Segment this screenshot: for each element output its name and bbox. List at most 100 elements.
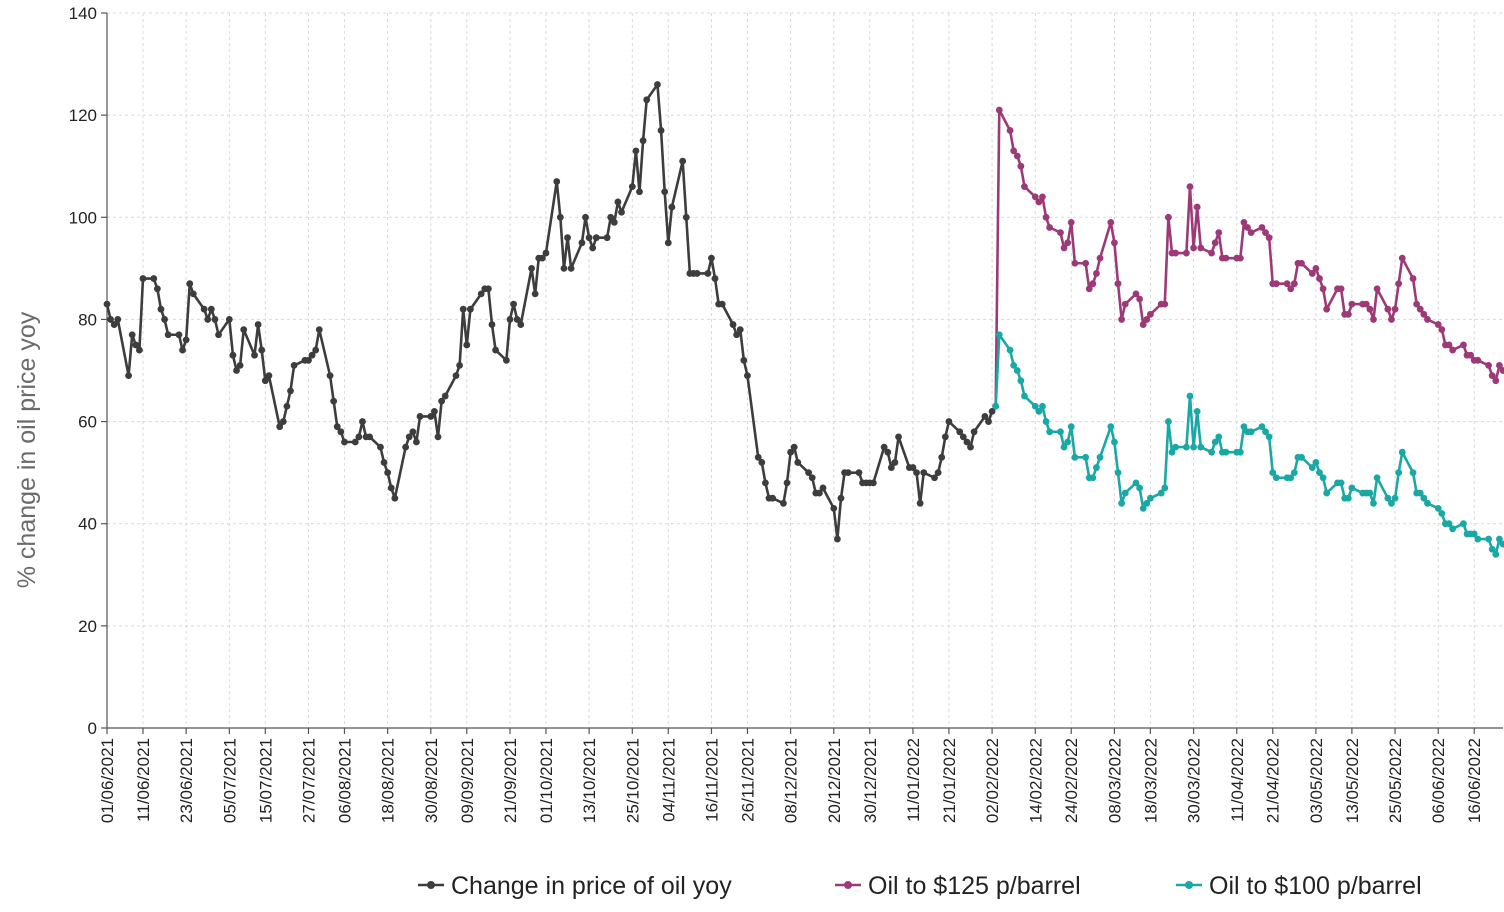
data-point bbox=[610, 218, 618, 226]
data-point bbox=[1006, 346, 1014, 354]
data-point bbox=[837, 494, 845, 502]
data-point bbox=[1247, 428, 1255, 436]
data-point bbox=[1413, 300, 1421, 308]
data-point bbox=[380, 459, 388, 466]
data-point bbox=[1046, 428, 1054, 436]
data-point bbox=[265, 372, 273, 380]
data-point bbox=[135, 346, 143, 354]
data-point bbox=[887, 464, 895, 471]
data-point bbox=[1370, 499, 1377, 507]
x-tick-label: 13/05/2022 bbox=[1343, 738, 1362, 823]
data-point bbox=[1139, 504, 1147, 512]
data-point bbox=[1031, 193, 1039, 201]
data-point bbox=[1157, 489, 1165, 497]
data-point bbox=[607, 213, 615, 221]
data-point bbox=[517, 321, 525, 328]
data-point bbox=[1067, 218, 1075, 226]
data-point bbox=[1236, 254, 1244, 262]
data-point bbox=[290, 361, 298, 369]
data-point bbox=[1118, 316, 1126, 323]
data-point bbox=[1308, 270, 1316, 277]
data-point bbox=[405, 433, 413, 441]
data-point bbox=[207, 305, 215, 313]
data-point bbox=[1247, 229, 1255, 237]
data-point bbox=[513, 316, 521, 323]
data-point bbox=[1082, 259, 1090, 267]
data-point bbox=[1290, 280, 1298, 288]
data-point bbox=[711, 275, 719, 282]
data-point bbox=[1082, 453, 1090, 461]
data-point bbox=[1182, 443, 1190, 451]
data-point bbox=[1035, 198, 1043, 206]
data-point bbox=[1168, 448, 1176, 456]
x-tick-label: 16/06/2022 bbox=[1465, 738, 1484, 823]
legend-label: Oil to $125 p/barrel bbox=[868, 872, 1081, 900]
data-point bbox=[679, 157, 687, 165]
data-point bbox=[1093, 270, 1100, 277]
data-point bbox=[1323, 305, 1331, 313]
data-point bbox=[1046, 224, 1054, 231]
data-point bbox=[1111, 438, 1118, 446]
data-point bbox=[664, 239, 672, 247]
data-point bbox=[1222, 448, 1230, 456]
data-point bbox=[567, 264, 575, 272]
data-point bbox=[413, 438, 420, 446]
data-point bbox=[1449, 525, 1457, 533]
x-tick-label: 11/06/2021 bbox=[134, 738, 153, 822]
data-point bbox=[139, 275, 147, 282]
data-point bbox=[1258, 224, 1266, 231]
data-point bbox=[582, 213, 589, 221]
data-point bbox=[891, 459, 899, 466]
data-point bbox=[1391, 494, 1399, 502]
data-point bbox=[283, 402, 291, 410]
data-point bbox=[1287, 285, 1295, 293]
x-tick-label: 30/12/2021 bbox=[861, 738, 880, 823]
data-point bbox=[1208, 448, 1215, 456]
legend-label: Oil to $100 p/barrel bbox=[1209, 872, 1422, 900]
y-tick-label: 80 bbox=[78, 310, 97, 329]
data-point bbox=[1031, 402, 1039, 410]
data-point bbox=[1121, 489, 1129, 497]
legend-marker bbox=[1185, 881, 1193, 889]
data-point bbox=[1492, 377, 1500, 385]
data-point bbox=[815, 489, 823, 497]
data-point bbox=[114, 316, 122, 323]
data-point bbox=[215, 331, 222, 339]
data-point bbox=[708, 254, 715, 262]
data-point bbox=[1395, 469, 1403, 477]
data-point bbox=[510, 300, 517, 308]
data-point bbox=[668, 203, 676, 211]
data-point bbox=[869, 479, 877, 487]
data-point bbox=[1118, 499, 1126, 507]
data-point bbox=[1215, 229, 1223, 237]
data-point bbox=[1434, 504, 1442, 512]
data-point bbox=[1319, 285, 1327, 293]
series-line bbox=[105, 83, 997, 541]
x-tick-label: 08/03/2022 bbox=[1105, 738, 1124, 823]
data-point bbox=[1298, 453, 1305, 461]
data-point bbox=[1211, 239, 1219, 247]
data-point bbox=[661, 188, 669, 196]
data-point bbox=[1060, 244, 1068, 252]
data-point bbox=[531, 290, 539, 298]
data-point bbox=[1290, 469, 1298, 477]
data-point bbox=[1186, 392, 1194, 400]
data-point bbox=[1013, 152, 1021, 160]
data-point bbox=[1089, 474, 1097, 482]
data-point bbox=[754, 453, 762, 461]
data-point bbox=[628, 183, 636, 191]
data-point bbox=[1424, 499, 1431, 507]
data-point bbox=[758, 459, 766, 466]
data-point bbox=[1265, 234, 1273, 242]
data-point bbox=[959, 433, 967, 441]
data-point bbox=[1319, 474, 1327, 482]
data-point bbox=[359, 418, 366, 425]
data-point bbox=[693, 270, 701, 277]
data-point bbox=[186, 280, 194, 288]
data-point bbox=[211, 316, 219, 323]
data-point bbox=[157, 305, 165, 313]
data-point bbox=[1240, 218, 1248, 226]
data-point bbox=[931, 474, 938, 482]
data-point bbox=[384, 469, 392, 477]
data-point bbox=[132, 341, 140, 349]
